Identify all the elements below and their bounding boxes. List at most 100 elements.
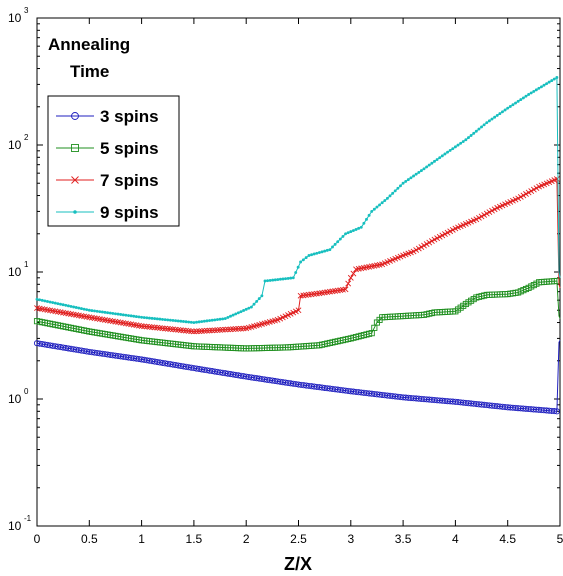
data-point (295, 307, 302, 314)
data-point (503, 108, 507, 112)
y-tick-exponent: 1 (24, 260, 29, 269)
series-5-spins (33, 277, 561, 352)
data-point (401, 181, 405, 185)
data-point (485, 121, 489, 125)
data-point (213, 318, 217, 322)
x-axis-label: Z/X (284, 554, 312, 574)
data-point (372, 207, 376, 211)
data-point (333, 242, 337, 246)
data-point (268, 278, 272, 282)
data-point (201, 327, 208, 334)
data-point (472, 131, 476, 135)
data-point (163, 318, 167, 322)
data-point (320, 250, 324, 254)
x-tick-label: 0 (34, 532, 41, 546)
data-point (176, 319, 180, 323)
data-point (196, 328, 203, 335)
y-tick-exponent: 3 (24, 6, 29, 15)
data-point (219, 326, 226, 333)
data-point (206, 327, 213, 334)
data-point (529, 91, 533, 95)
data-point (375, 205, 379, 209)
data-point (380, 201, 384, 205)
data-point (161, 317, 164, 321)
data-point (132, 314, 136, 318)
data-point (174, 319, 178, 323)
data-point (412, 174, 415, 178)
data-point (231, 313, 235, 317)
data-point (467, 136, 470, 140)
data-point (385, 196, 389, 200)
data-point (56, 302, 60, 306)
data-point (145, 316, 149, 320)
legend: 3 spins 5 spins 7 spins 9 spins (47, 95, 180, 227)
data-point (459, 141, 463, 145)
data-point (235, 325, 242, 332)
data-point (71, 176, 79, 184)
data-point (427, 163, 431, 167)
data-point (430, 161, 434, 165)
data-point (182, 320, 185, 323)
data-point (519, 98, 523, 102)
y-tick-exponent: 0 (24, 387, 29, 396)
data-point (501, 110, 504, 114)
series-end-spike (556, 77, 561, 278)
data-point (124, 313, 128, 317)
data-point (383, 199, 387, 202)
data-point (425, 165, 429, 169)
data-point (506, 106, 510, 110)
data-point (435, 158, 439, 161)
data-point (456, 143, 460, 147)
data-point (495, 113, 499, 117)
data-point (347, 274, 354, 281)
data-point (344, 232, 348, 236)
data-point (336, 240, 340, 244)
data-point (77, 306, 81, 310)
data-point (234, 312, 238, 316)
data-point (72, 305, 76, 309)
data-point (85, 308, 89, 312)
data-point (193, 328, 200, 335)
data-point (214, 327, 221, 334)
data-point (211, 327, 218, 334)
data-point (61, 303, 65, 307)
data-point (315, 251, 319, 255)
series-3-spins (33, 340, 561, 415)
data-point (263, 279, 267, 283)
data-point (192, 321, 196, 324)
data-point (426, 239, 433, 246)
data-point (106, 311, 110, 315)
data-point (378, 203, 382, 207)
data-point (266, 279, 270, 283)
data-point (350, 270, 357, 277)
data-point (64, 303, 68, 307)
data-point (301, 258, 305, 262)
data-point (198, 328, 205, 334)
data-point (393, 189, 397, 193)
data-point (414, 172, 418, 176)
data-point (153, 317, 157, 321)
data-point (532, 89, 536, 93)
data-point (184, 320, 188, 324)
data-point (490, 117, 494, 121)
data-point (142, 316, 146, 319)
data-point (98, 310, 102, 314)
legend-box (47, 95, 180, 227)
data-point (370, 209, 374, 213)
data-point (451, 147, 455, 151)
data-point (422, 167, 426, 171)
legend-label: 7 spins (100, 171, 159, 190)
x-tick-label: 2.5 (290, 532, 307, 546)
data-point (158, 317, 162, 321)
data-point (388, 194, 392, 198)
data-point (38, 298, 42, 302)
data-point (419, 169, 423, 173)
data-point (362, 221, 366, 225)
data-point (464, 138, 468, 142)
data-point (80, 307, 83, 311)
data-point (278, 277, 282, 281)
plot-frame (36, 17, 561, 527)
data-point (342, 286, 349, 293)
data-point (43, 299, 47, 303)
